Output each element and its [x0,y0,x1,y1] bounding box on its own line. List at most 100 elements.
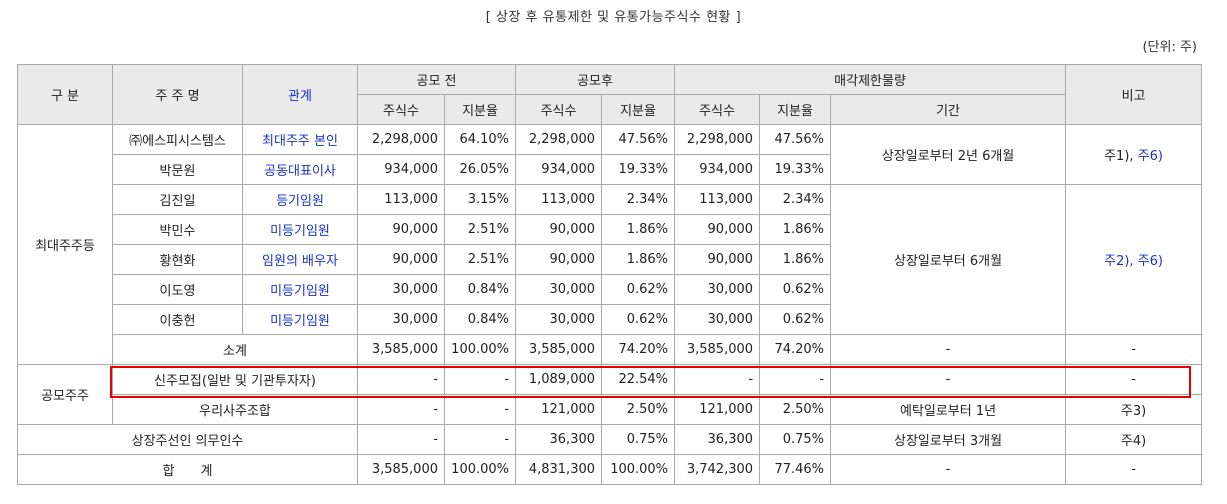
restricted-shares: 3,585,000 [674,334,761,365]
group-largest: 최대주주등 [17,124,113,365]
before-ratio: 100.00% [443,334,517,365]
note-cell: 주4) [1065,424,1203,455]
period-cell: 상장일로부터 2년 6개월 [830,124,1067,185]
header-before: 공모 전 [356,64,517,95]
holder-relation: 미등기임원 [242,274,358,305]
table-row: 김진일 등기임원 113,000 3.15% 113,000 2.34% 113… [18,184,1203,335]
restricted-shares: - [674,364,761,395]
after-shares: 121,000 [515,394,603,425]
restricted-ratio: 0.62% [759,274,832,305]
header-after-ratio: 지분율 [601,94,676,125]
period-cell: 상장일로부터 6개월 [830,184,1067,335]
header-period: 기간 [830,94,1067,125]
before-shares: - [357,394,445,425]
after-ratio: 22.54% [601,364,676,395]
after-ratio: 19.33% [601,154,676,185]
total-label: 합 계 [17,454,358,485]
restricted-ratio: 19.33% [759,154,832,185]
table-caption: [ 상장 후 유통제한 및 유통가능주식수 현황 ] [485,10,742,25]
restricted-shares: 30,000 [674,274,761,305]
header-row-1: 구 분 주 주 명 관계 공모 전 공모후 매각제한물량 비고 [17,64,1203,125]
after-ratio: 0.62% [601,274,676,305]
holder-name: 이충헌 [112,304,243,335]
holder-name: 이도영 [112,274,243,305]
restricted-shares: 121,000 [674,394,761,425]
header-restricted-ratio: 지분율 [759,94,832,125]
header-relation: 관계 [242,64,358,125]
header-before-ratio: 지분율 [443,94,517,125]
after-ratio: 1.86% [601,214,676,245]
before-ratio: 2.51% [443,244,517,275]
before-shares: 30,000 [357,304,445,335]
after-shares: 30,000 [515,304,603,335]
restricted-shares: 90,000 [674,244,761,275]
table-row: 최대주주등 ㈜에스피시스템스 최대주주 본인 2,298,000 64.10% … [17,124,1203,365]
note-cell: - [1065,454,1203,485]
period-cell: 상장일로부터 3개월 [830,424,1067,455]
newshares-label: 신주모집(일반 및 기관투자자) [112,364,358,395]
underwriter-row: 상장주선인 의무인수 - - 36,300 0.75% 36,300 0.75%… [17,424,1203,455]
holder-relation: 최대주주 본인 [242,124,358,155]
table-row: 박민수 미등기임원 90,000 2.51% 90,000 1.86% 90,0… [18,214,1202,245]
before-ratio: 0.84% [443,274,517,305]
restricted-shares: 2,298,000 [674,124,761,155]
note-link[interactable]: 주6) [1137,149,1163,164]
after-ratio: 2.50% [601,394,676,425]
holder-name: ㈜에스피시스템스 [112,124,243,155]
before-shares: 2,298,000 [357,124,445,155]
after-shares: 90,000 [515,244,603,275]
header-holder: 주 주 명 [112,64,243,125]
before-shares: 934,000 [357,154,445,185]
period-cell: - [830,334,1067,365]
after-shares: 113,000 [515,184,603,215]
before-shares: 3,585,000 [357,454,445,485]
restricted-shares: 3,742,300 [674,454,761,485]
note-link[interactable]: 주2), 주6) [1065,184,1203,335]
subtotal-row: 소계 3,585,000 100.00% 3,585,000 74.20% 3,… [18,334,1203,365]
unit-label: (단위: 주) [1142,40,1197,55]
after-shares: 90,000 [515,214,603,245]
after-shares: 2,298,000 [515,124,603,155]
restricted-ratio: - [759,364,832,395]
period-cell: 예탁일로부터 1년 [830,394,1067,425]
note-text: 주1), [1104,149,1134,164]
restricted-shares: 934,000 [674,154,761,185]
before-shares: 90,000 [357,244,445,275]
before-ratio: 100.00% [443,454,517,485]
after-ratio: 100.00% [601,454,676,485]
before-ratio: 64.10% [443,124,517,155]
after-shares: 4,831,300 [515,454,603,485]
holder-relation: 미등기임원 [242,304,358,335]
restricted-ratio: 77.46% [759,454,832,485]
restricted-shares: 36,300 [674,424,761,455]
note-cell: 주3) [1065,394,1203,425]
header-restricted: 매각제한물량 [674,64,1067,95]
holder-name: 박문원 [112,154,243,185]
header-category: 구 분 [17,64,113,125]
shareholding-table: 구 분 주 주 명 관계 공모 전 공모후 매각제한물량 비고 주식수 지분율 … [17,64,1203,485]
before-shares: 3,585,000 [357,334,445,365]
total-row: 합 계 3,585,000 100.00% 4,831,300 100.00% … [17,454,1203,485]
restricted-ratio: 1.86% [759,214,832,245]
header-restricted-shares: 주식수 [674,94,761,125]
before-ratio: 3.15% [443,184,517,215]
restricted-shares: 30,000 [674,304,761,335]
restricted-ratio: 0.62% [759,304,832,335]
after-shares: 30,000 [515,274,603,305]
subtotal-label: 소계 [112,334,358,365]
holder-name: 황현화 [112,244,243,275]
restricted-ratio: 0.75% [759,424,832,455]
holder-relation: 공동대표이사 [242,154,358,185]
after-shares: 1,089,000 [515,364,603,395]
before-shares: 30,000 [357,274,445,305]
before-shares: 90,000 [357,214,445,245]
table-row: 박문원 공동대표이사 934,000 26.05% 934,000 19.33%… [18,154,1202,185]
holder-relation: 등기임원 [242,184,358,215]
after-shares: 3,585,000 [515,334,603,365]
period-cell: - [830,454,1067,485]
holder-name: 김진일 [112,184,243,215]
before-ratio: - [443,394,517,425]
note-cell: - [1065,334,1203,365]
restricted-shares: 113,000 [674,184,761,215]
note-cell: 주1), 주6) [1065,124,1203,185]
